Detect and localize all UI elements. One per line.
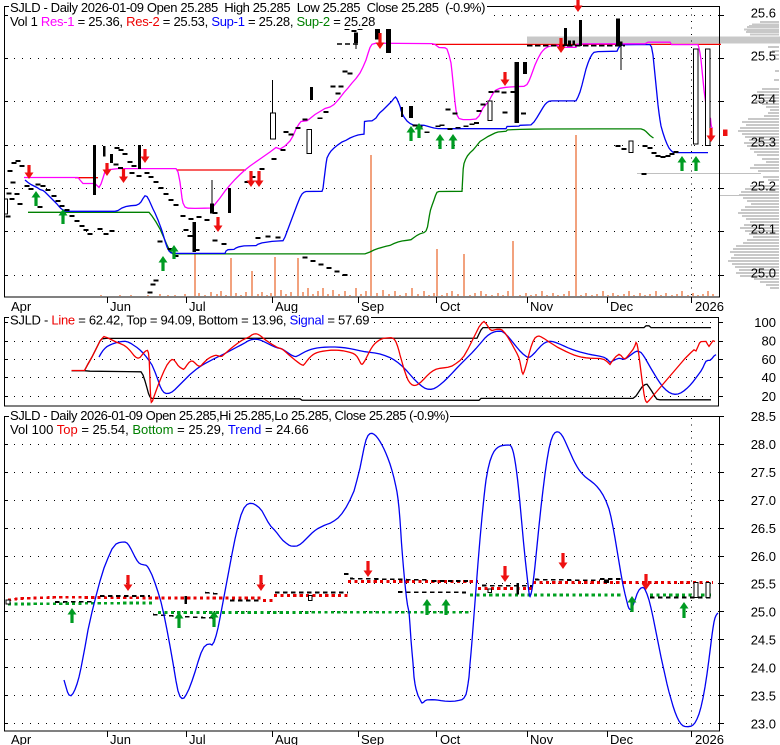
- svg-text:28.5: 28.5: [751, 409, 776, 424]
- svg-text:Dec: Dec: [610, 732, 634, 745]
- svg-text:24.0: 24.0: [751, 661, 776, 676]
- svg-text:Jun: Jun: [110, 732, 131, 745]
- svg-text:25.5: 25.5: [751, 577, 776, 592]
- svg-text:23.0: 23.0: [751, 717, 776, 732]
- svg-text:80: 80: [762, 334, 776, 349]
- svg-text:2026: 2026: [695, 299, 724, 314]
- svg-text:25.3: 25.3: [751, 135, 776, 150]
- svg-text:25.4: 25.4: [751, 92, 776, 107]
- svg-text:25.6: 25.6: [751, 6, 776, 21]
- svg-text:40: 40: [762, 370, 776, 385]
- svg-text:60: 60: [762, 352, 776, 367]
- svg-text:Vol 1 Res-1 = 25.36, Res-2 = 2: Vol 1 Res-1 = 25.36, Res-2 = 25.53, Sup-…: [10, 14, 375, 29]
- svg-text:Dec: Dec: [610, 299, 634, 314]
- svg-text:SJLD - Daily 2026-01-09 Open 2: SJLD - Daily 2026-01-09 Open 25.285 High…: [10, 0, 485, 15]
- svg-text:Apr: Apr: [11, 299, 32, 314]
- svg-text:Oct: Oct: [440, 732, 461, 745]
- svg-text:100: 100: [754, 315, 776, 330]
- svg-text:28.0: 28.0: [751, 437, 776, 452]
- svg-text:Aug: Aug: [275, 732, 298, 745]
- svg-text:Sep: Sep: [361, 299, 384, 314]
- svg-text:Vol 100 Top = 25.54, Bottom =: Vol 100 Top = 25.54, Bottom = 25.29, Tre…: [10, 422, 309, 437]
- svg-text:25.1: 25.1: [751, 222, 776, 237]
- svg-text:Jul: Jul: [189, 299, 206, 314]
- svg-text:26.5: 26.5: [751, 521, 776, 536]
- svg-text:24.5: 24.5: [751, 633, 776, 648]
- svg-text:Apr: Apr: [11, 732, 32, 745]
- svg-text:27.0: 27.0: [751, 493, 776, 508]
- svg-text:20: 20: [762, 389, 776, 404]
- svg-text:Jun: Jun: [110, 299, 131, 314]
- svg-text:Sep: Sep: [361, 732, 384, 745]
- svg-text:SJLD - Line = 62.42, Top = 94.: SJLD - Line = 62.42, Top = 94.09, Bottom…: [10, 313, 369, 328]
- svg-text:25.5: 25.5: [751, 49, 776, 64]
- svg-text:Oct: Oct: [440, 299, 461, 314]
- svg-text:25.0: 25.0: [751, 605, 776, 620]
- svg-text:25.2: 25.2: [751, 179, 776, 194]
- svg-text:25.0: 25.0: [751, 266, 776, 281]
- svg-text:26.0: 26.0: [751, 549, 776, 564]
- svg-text:Nov: Nov: [530, 299, 554, 314]
- svg-text:2026: 2026: [695, 732, 724, 745]
- svg-text:Jul: Jul: [189, 732, 206, 745]
- svg-text:Nov: Nov: [530, 732, 554, 745]
- svg-text:Aug: Aug: [275, 299, 298, 314]
- svg-text:27.5: 27.5: [751, 465, 776, 480]
- svg-text:23.5: 23.5: [751, 689, 776, 704]
- svg-text:SJLD - Daily 2026-01-09 Open 2: SJLD - Daily 2026-01-09 Open 25.285,Hi 2…: [10, 408, 449, 423]
